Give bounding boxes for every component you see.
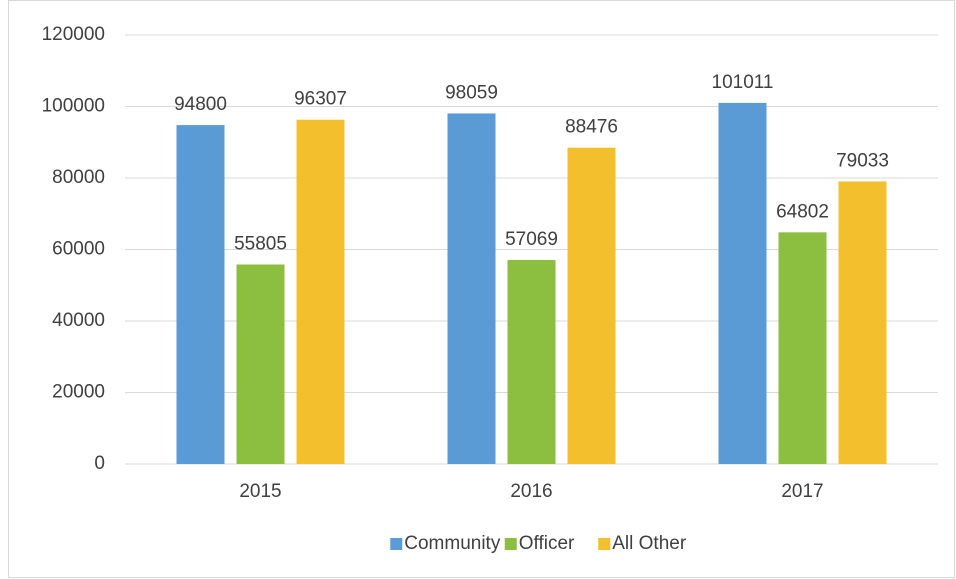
data-label: 64802 <box>776 201 829 222</box>
bar <box>507 259 556 464</box>
y-tick-label: 120000 <box>42 24 105 45</box>
y-tick-label: 60000 <box>52 239 105 260</box>
legend-swatch <box>390 538 403 550</box>
y-tick-label: 0 <box>94 453 105 474</box>
data-label: 96307 <box>294 89 347 110</box>
x-tick-label: 2016 <box>510 481 552 502</box>
legend-swatch <box>504 538 517 550</box>
legend-label: All Other <box>612 533 687 554</box>
y-tick-label: 40000 <box>52 310 105 331</box>
bar <box>236 264 285 464</box>
data-label: 98059 <box>445 82 498 103</box>
x-tick-label: 2015 <box>239 481 281 502</box>
bar <box>778 232 827 464</box>
legend-swatch <box>598 538 611 550</box>
bar <box>447 113 496 464</box>
legend-label: Officer <box>519 533 575 554</box>
y-tick-label: 20000 <box>52 382 105 403</box>
data-label: 79033 <box>836 150 889 171</box>
bar <box>296 119 345 464</box>
y-tick-label: 80000 <box>52 167 105 188</box>
x-tick-label: 2017 <box>781 481 823 502</box>
y-tick-label: 100000 <box>42 96 105 117</box>
data-label: 55805 <box>234 234 287 255</box>
bar <box>176 125 225 464</box>
data-label: 57069 <box>505 229 558 250</box>
data-label: 101011 <box>712 72 774 93</box>
legend-label: Community <box>404 533 501 554</box>
bar <box>838 181 887 464</box>
bar <box>718 102 767 464</box>
data-label: 94800 <box>174 94 227 115</box>
data-label: 88476 <box>565 117 618 138</box>
bar <box>567 147 616 464</box>
